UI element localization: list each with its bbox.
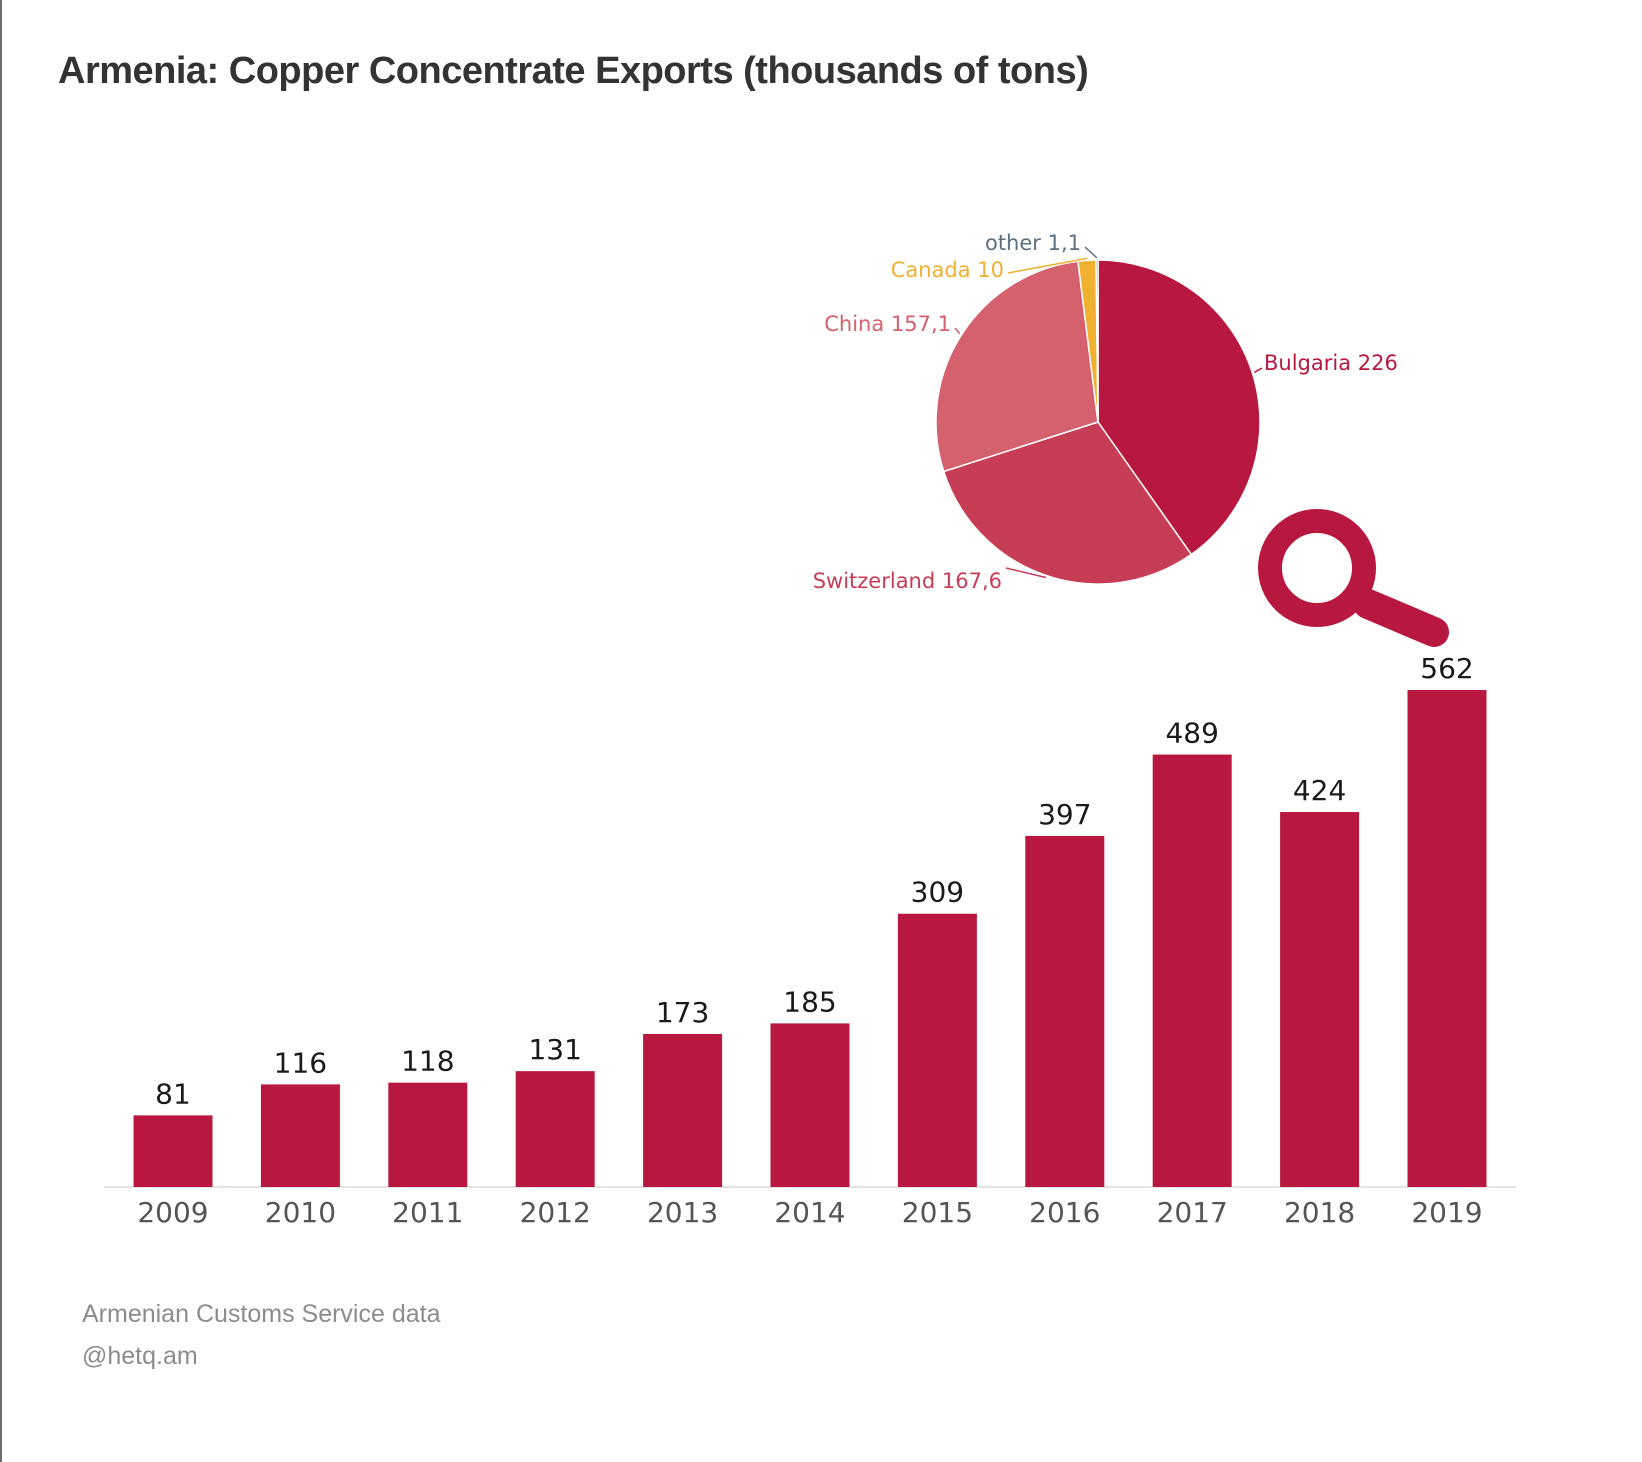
chart-title: Armenia: Copper Concentrate Exports (tho… (58, 50, 1089, 92)
bar-value-label: 173 (656, 996, 709, 1029)
bar-value-label: 562 (1420, 652, 1473, 685)
bar-value-label: 489 (1165, 717, 1218, 750)
bar-value-label: 424 (1293, 774, 1346, 807)
bar-2019 (1407, 690, 1487, 1187)
bar-2016 (1025, 835, 1105, 1187)
bar-value-label: 397 (1038, 798, 1091, 831)
pie-leader-line (1007, 257, 1087, 274)
bar-value-label: 309 (911, 876, 964, 909)
bar-2013 (643, 1034, 723, 1187)
source-note: Armenian Customs Service data (82, 1300, 441, 1328)
magnifier-lens (1258, 509, 1376, 627)
x-tick-label: 2011 (392, 1196, 463, 1229)
pie-slice-switzerland (942, 421, 1193, 585)
x-tick-label: 2015 (902, 1196, 973, 1229)
magnifier-icon (1258, 509, 1449, 647)
bar-2009 (133, 1115, 213, 1187)
x-tick-label: 2014 (774, 1196, 845, 1229)
bar-value-label: 131 (528, 1033, 581, 1066)
pie-slice-label: Canada 10 (891, 258, 1004, 282)
bar-2010 (260, 1084, 340, 1187)
bar-2011 (388, 1082, 468, 1187)
bar-2014 (770, 1023, 850, 1187)
pie-slice-label: China 157,1 (824, 312, 951, 336)
x-tick-label: 2017 (1157, 1196, 1228, 1229)
bar-value-label: 116 (274, 1046, 327, 1079)
x-tick-label: 2012 (520, 1196, 591, 1229)
x-tick-label: 2010 (265, 1196, 336, 1229)
pie-slice-other (1095, 259, 1099, 423)
pie-slice-label: other 1,1 (985, 231, 1081, 255)
x-tick-label: 2018 (1284, 1196, 1355, 1229)
pie-slice-china (935, 260, 1099, 473)
pie-slice-bulgaria (1097, 259, 1261, 556)
x-tick-label: 2013 (647, 1196, 718, 1229)
x-tick-label: 2009 (137, 1196, 208, 1229)
site-handle: @hetq.am (82, 1342, 198, 1370)
pie-slice-label: Bulgaria 226 (1264, 351, 1398, 375)
pie-chart: Bulgaria 226 Switzerland 167,6 China 157,1… (813, 231, 1398, 593)
bar-2018 (1280, 812, 1360, 1187)
x-tick-label: 2016 (1029, 1196, 1100, 1229)
bar-value-label: 81 (155, 1077, 191, 1110)
bar-value-label: 185 (783, 985, 836, 1018)
left-border (0, 0, 2, 1462)
bar-2012 (515, 1071, 595, 1187)
pie-leader-line (1253, 367, 1263, 374)
pie-leader-line (1084, 246, 1098, 259)
bar-chart: 81 2009 116 2010 118 2011 131 2012 173 2013 185 201… (104, 652, 1516, 1229)
x-tick-label: 2019 (1411, 1196, 1482, 1229)
pie-leader-line (954, 327, 961, 335)
pie-slice-label: Switzerland 167,6 (813, 569, 1002, 593)
magnifier-handle (1353, 589, 1449, 647)
bar-2015 (897, 913, 977, 1187)
pie-leader-line (1005, 567, 1047, 579)
bar-2017 (1152, 754, 1232, 1187)
bar-value-label: 118 (401, 1045, 454, 1078)
